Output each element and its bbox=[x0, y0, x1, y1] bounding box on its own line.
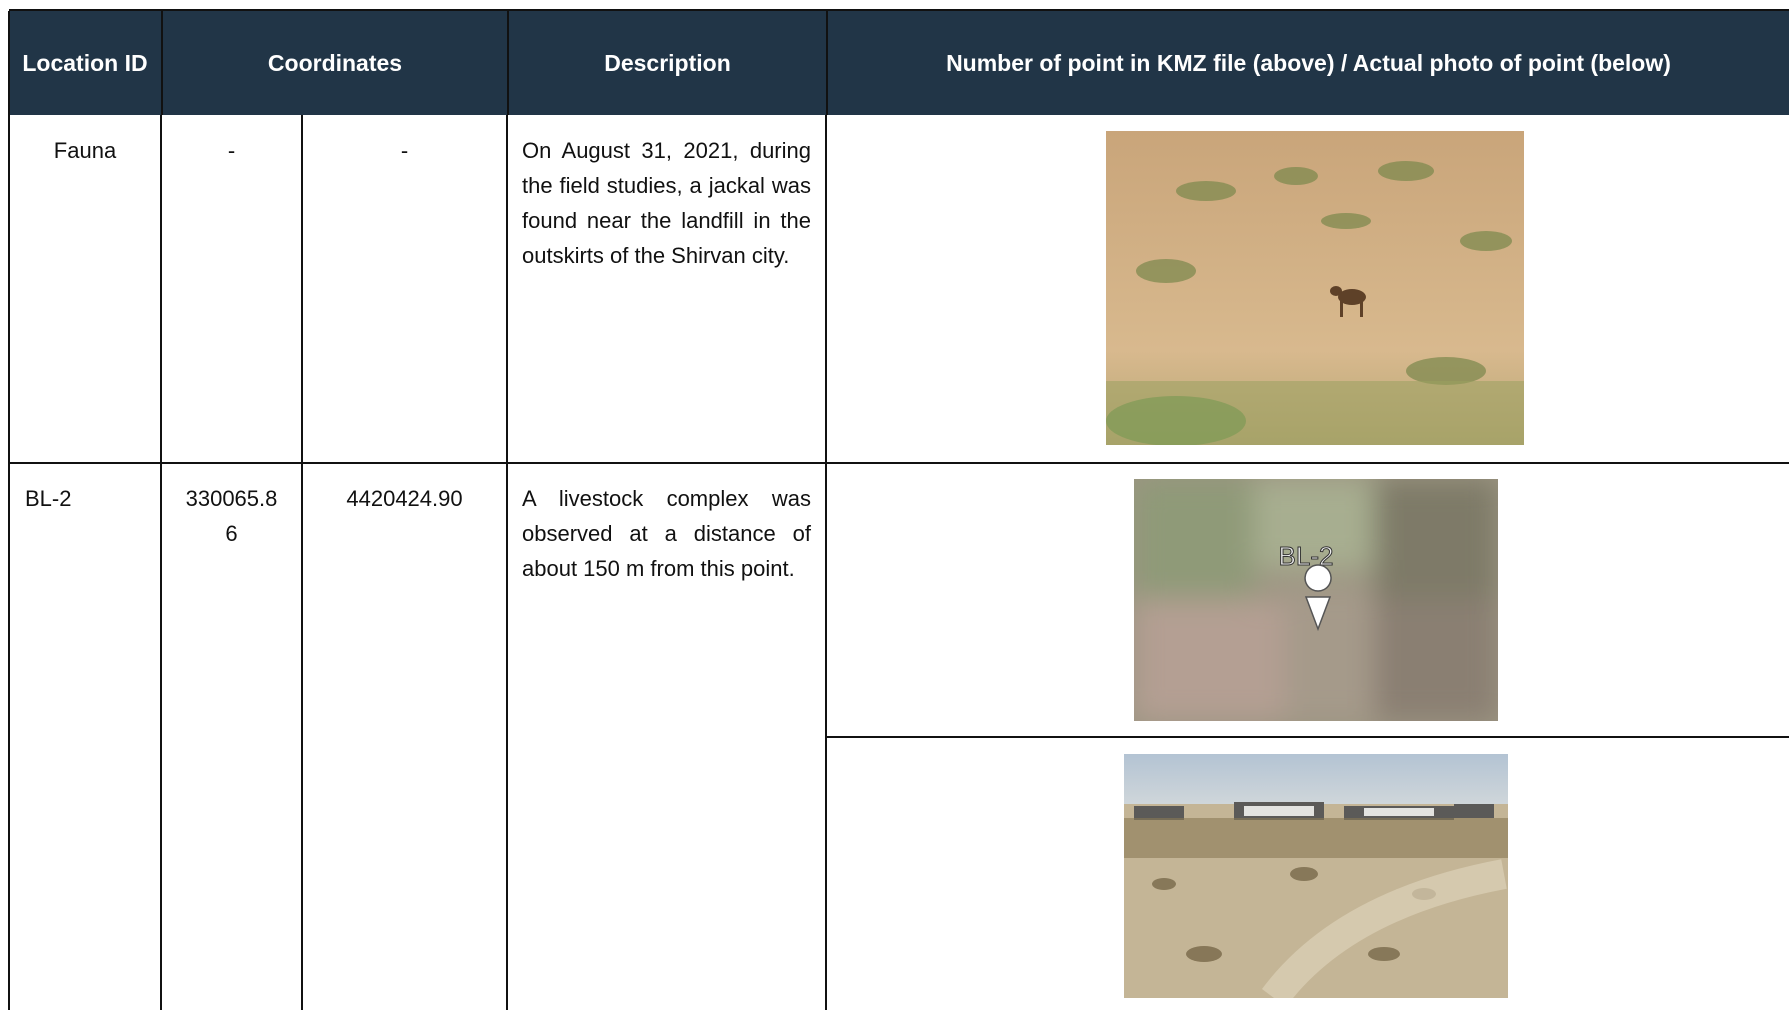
header-cell: Coordinates bbox=[161, 11, 507, 115]
coordinate-y: - bbox=[400, 138, 409, 163]
description: On August 31, 2021, during the field stu… bbox=[522, 138, 811, 268]
coordinate-x: 330065.86 bbox=[185, 486, 278, 546]
photo bbox=[1106, 131, 1524, 445]
coordinate-x: - bbox=[227, 138, 236, 163]
description: A livestock complex was observed at a di… bbox=[522, 486, 811, 581]
kmz-map: BL-2 bbox=[1134, 479, 1498, 721]
grid-line bbox=[160, 115, 162, 1010]
grid-line bbox=[825, 115, 827, 1010]
grid-line bbox=[9, 462, 1789, 464]
grid-line bbox=[506, 115, 508, 1010]
map-label: BL-2 bbox=[1279, 541, 1334, 571]
table-border bbox=[9, 9, 1789, 11]
grid-line bbox=[8, 11, 10, 1010]
header-cell: Location ID bbox=[9, 11, 161, 115]
header-cell: Number of point in KMZ file (above) / Ac… bbox=[826, 11, 1789, 115]
header-cell: Description bbox=[507, 11, 826, 115]
location-id: BL-2 bbox=[25, 486, 72, 511]
photo bbox=[1124, 754, 1508, 998]
grid-line bbox=[301, 115, 303, 1010]
coordinate-y: 4420424.90 bbox=[346, 486, 463, 511]
grid-line bbox=[826, 736, 1789, 738]
location-id: Fauna bbox=[53, 138, 117, 163]
